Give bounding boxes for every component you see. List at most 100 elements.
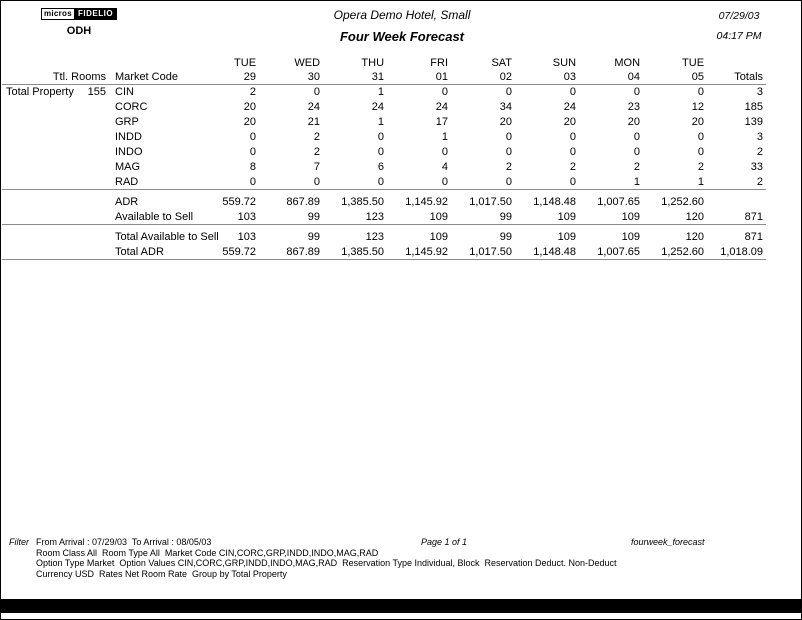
filter-label: Filter xyxy=(9,537,29,547)
filter-line-arrival: From Arrival : 07/29/03 To Arrival : 08/… xyxy=(36,537,212,547)
summary-label-cell: Available to Sell xyxy=(2,209,195,225)
value-cell: 123 xyxy=(365,231,385,243)
market-row: GRP 20 21 1 17 20 20 20 20 139 xyxy=(2,114,766,129)
summary-row: ADR 559.72 867.89 1,385.50 1,145.92 1,017.50 1… xyxy=(2,189,766,209)
value-cell: 24 xyxy=(307,101,321,113)
value-cell: 99 xyxy=(499,231,513,243)
summary-row: Total ADR 559.72 867.89 1,385.50 1,145.92 1,0… xyxy=(2,244,767,260)
filter-line-room: Room Class All Room Type All Market Code… xyxy=(36,547,379,558)
header-left: micros FIDELIO ODH xyxy=(39,8,119,37)
value-cell: 0 xyxy=(313,86,321,98)
forecast-table: TUE WED THU FRI SAT SUN MON TUE Ttl. Rooms Market… xyxy=(2,56,767,260)
value-cell: 17 xyxy=(435,116,449,128)
value-cell: 1 xyxy=(642,174,707,190)
value-cell: 0 xyxy=(322,174,387,190)
value-cell: 1,007.65 xyxy=(578,244,643,260)
value-cell: 24 xyxy=(435,101,449,113)
value-cell: 0 xyxy=(505,131,513,143)
market-row: RAD 0 0 0 0 0 0 1 1 2 xyxy=(2,174,767,190)
value-cell: 0 xyxy=(569,131,577,143)
market-code-header: Market Code xyxy=(110,70,195,85)
value-cell: 1,148.48 xyxy=(514,244,579,260)
row-total-cell: 3 xyxy=(756,131,764,143)
value-cell: 20 xyxy=(691,116,705,128)
value-cell: 24 xyxy=(371,101,385,113)
day-name-cell: TUE xyxy=(234,57,257,69)
value-cell: 2 xyxy=(249,86,257,98)
report-subtitle: Four Week Forecast xyxy=(339,29,465,44)
spacer-cell xyxy=(706,56,766,70)
value-cell: 2 xyxy=(633,161,641,173)
value-cell: 21 xyxy=(307,116,321,128)
market-row: INDO 0 2 0 0 0 0 0 0 2 xyxy=(2,144,766,159)
value-cell: 867.89 xyxy=(258,244,323,260)
group-label-cell xyxy=(2,174,68,190)
value-cell: 109 xyxy=(429,231,449,243)
value-cell: 1,385.50 xyxy=(341,196,385,208)
value-cell: 0 xyxy=(386,174,451,190)
value-cell: 109 xyxy=(621,231,641,243)
value-cell: 1,145.92 xyxy=(386,244,451,260)
value-cell: 0 xyxy=(249,146,257,158)
value-cell: 2 xyxy=(313,131,321,143)
date-header-row: Ttl. Rooms Market Code 29 30 31 01 02 03 04 05 Tot… xyxy=(2,70,767,85)
value-cell: 0 xyxy=(377,146,385,158)
value-cell: 123 xyxy=(322,209,387,225)
value-cell: 120 xyxy=(642,209,707,225)
value-cell: 109 xyxy=(578,209,643,225)
ttl-rooms-cell xyxy=(68,174,110,190)
value-cell: 109 xyxy=(557,231,577,243)
row-total-cell: 33 xyxy=(750,161,764,173)
value-cell: 0 xyxy=(258,174,323,190)
value-cell: 0 xyxy=(569,86,577,98)
value-cell: 1,145.92 xyxy=(405,196,449,208)
header-right: 07/29/03 04:17 PM xyxy=(699,10,779,42)
value-cell: 1,385.50 xyxy=(322,244,387,260)
value-cell: 0 xyxy=(569,146,577,158)
ttl-rooms-cell: 155 xyxy=(87,86,106,98)
day-name-row: TUE WED THU FRI SAT SUN MON TUE xyxy=(2,56,766,70)
value-cell: 0 xyxy=(194,174,259,190)
market-row: Total Property 155 CIN 2 0 1 0 0 0 0 0 3 xyxy=(2,84,766,99)
summary-label-cell: Total ADR xyxy=(2,244,195,260)
value-cell: 0 xyxy=(697,146,705,158)
value-cell: 1,007.65 xyxy=(597,196,641,208)
report-date: 07/29/03 xyxy=(718,10,760,22)
value-cell: 0 xyxy=(450,174,515,190)
row-total-cell: 871 xyxy=(706,209,767,225)
value-cell: 20 xyxy=(563,116,577,128)
market-code-cell: RAD xyxy=(110,174,195,190)
summary-row: Available to Sell 103 99 123 109 99 109 109 120 8… xyxy=(2,209,767,225)
report-title: Opera Demo Hotel, Small xyxy=(333,8,471,22)
date-cell: 03 xyxy=(514,70,579,85)
group-label-cell xyxy=(2,144,68,159)
report-header: micros FIDELIO ODH Opera Demo Hotel, Smal… xyxy=(1,6,801,54)
summary-row: Total Available to Sell 103 99 123 109 99 109 1… xyxy=(2,224,766,244)
value-cell: 1,252.60 xyxy=(661,196,705,208)
group-label-cell xyxy=(2,159,68,174)
value-cell: 0 xyxy=(249,131,257,143)
value-cell: 2 xyxy=(697,161,705,173)
value-cell: 0 xyxy=(377,131,385,143)
market-code-cell: INDO xyxy=(115,146,143,158)
group-label-cell xyxy=(2,129,68,144)
value-cell: 8 xyxy=(249,161,257,173)
totals-header: Totals xyxy=(706,70,767,85)
summary-label-cell: Total Available to Sell xyxy=(115,231,219,243)
row-total-cell: 139 xyxy=(744,116,764,128)
day-name-cell: THU xyxy=(361,57,385,69)
date-cell: 05 xyxy=(642,70,707,85)
market-code-cell: MAG xyxy=(115,161,141,173)
ttl-rooms-cell xyxy=(68,114,110,129)
value-cell: 1 xyxy=(377,86,385,98)
row-total-cell: 1,018.09 xyxy=(706,244,767,260)
date-cell: 01 xyxy=(386,70,451,85)
report-time: 04:17 PM xyxy=(716,30,762,42)
date-cell: 31 xyxy=(322,70,387,85)
day-name-cell: SAT xyxy=(491,57,513,69)
value-cell: 103 xyxy=(194,209,259,225)
ttl-rooms-header: Ttl. Rooms xyxy=(2,70,110,85)
value-cell: 20 xyxy=(243,116,257,128)
micros-fidelio-logo: micros FIDELIO xyxy=(39,8,119,20)
market-row: INDD 0 2 0 1 0 0 0 0 3 xyxy=(2,129,766,144)
